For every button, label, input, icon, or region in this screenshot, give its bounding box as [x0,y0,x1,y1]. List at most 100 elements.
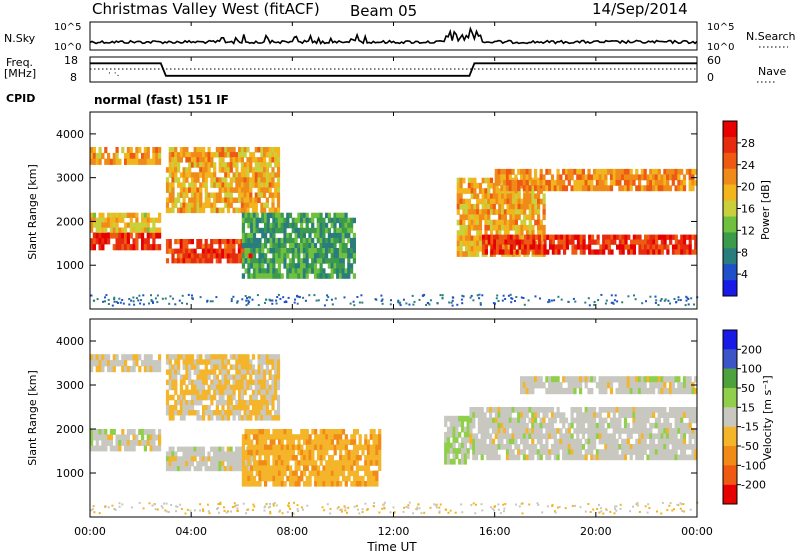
heatmap-cell-region-1 [115,360,119,367]
heatmap-cell-near-range [263,506,266,509]
heatmap-cell-region-6 [497,407,501,413]
heatmap-cell-region-7 [512,244,516,250]
heatmap-cell-region-4 [274,147,278,153]
heatmap-cell-region-4 [193,202,197,209]
heatmap-cell-region-3 [179,389,183,396]
heatmap-cell-region-8 [609,168,614,175]
heatmap-cell-region-7 [548,382,552,389]
heatmap-cell-near-range [528,503,531,506]
heatmap-cell-region-4 [275,470,279,477]
heatmap-cell-near-range [154,297,157,300]
heatmap-cell-region-6 [545,428,549,434]
heatmap-cell-region-5 [316,258,320,264]
heatmap-cell-region-7 [509,234,514,240]
heatmap-cell-region-5 [286,222,290,229]
heatmap-cell-region-4 [240,192,244,198]
heatmap-cell-region-4 [210,162,214,168]
heatmap-cell-region-5 [291,237,295,244]
heatmap-cell-region-6 [674,444,678,450]
heatmap-cell-region-6 [680,428,684,434]
heatmap-cell-region-7 [529,234,533,240]
heatmap-cell-region-4 [330,439,334,445]
heatmap-cell-region-8 [576,185,580,192]
heatmap-cell-region-6 [691,449,695,455]
heatmap-cell-region-2 [158,158,162,165]
heatmap-cell-region-6 [598,454,602,461]
heatmap-cell-region-3 [185,399,189,406]
heatmap-cell-region-4 [179,192,183,198]
heatmap-cell-region-4 [246,162,250,168]
heatmap-cell-region-6 [478,214,483,221]
heatmap-cell-region-7 [635,387,639,395]
heatmap-cell-region-4 [235,182,239,188]
heatmap-cell-near-range [560,298,563,301]
heatmap-cell-near-range [520,502,523,505]
heatmap-cell-region-0 [104,440,108,446]
heatmap-cell-region-3 [224,239,228,245]
heatmap-cell-region-4 [366,439,371,445]
heatmap-cell-region-8 [640,185,644,192]
heatmap-cell-region-5 [275,248,279,254]
heatmap-cell-region-4 [260,152,264,158]
heatmap-cell-near-range [598,503,600,506]
heatmap-cell-region-5 [452,426,456,433]
nsearch-tick-bottom: 10^0 [707,42,734,53]
heatmap-cell-region-4 [235,157,239,163]
heatmap-cell-near-range [649,295,652,298]
heatmap-cell-near-range [321,506,324,509]
heatmap-cell-region-4 [188,157,192,163]
heatmap-cell-region-3 [263,379,267,386]
heatmap-cell-region-4 [272,475,276,482]
heatmap-cell-region-6 [508,454,512,461]
heatmap-cell-region-4 [229,197,233,203]
heatmap-cell-region-5 [269,222,273,229]
x-tick-label: 12:00 [378,525,410,538]
heatmap-cell-near-range [317,299,320,302]
heatmap-cell-region-1 [115,222,119,228]
heatmap-cell-region-8 [623,174,628,181]
heatmap-cell-region-6 [691,417,695,424]
heatmap-cell-near-range [361,508,364,511]
heatmap-cell-region-3 [229,399,233,406]
heatmap-cell-region-1 [146,365,150,373]
heatmap-cell-near-range [334,297,337,300]
heatmap-cell-region-6 [542,417,546,424]
heatmap-cell-region-6 [539,407,543,413]
heatmap-cell-region-4 [232,177,236,183]
heatmap-cell-region-5 [350,222,354,229]
heatmap-cell-region-6 [632,449,636,455]
heatmap-cell-near-range [613,299,616,302]
heatmap-cell-region-7 [630,239,634,245]
heatmap-cell-region-4 [210,157,214,163]
heatmap-cell-region-6 [593,428,597,434]
heatmap-cell-region-4 [353,429,357,435]
heatmap-cell-near-range [361,301,364,304]
heatmap-cell-region-8 [542,185,546,192]
heatmap-cell-region-1 [118,217,122,223]
heatmap-cell-region-6 [520,224,524,231]
heatmap-cell-region-6 [491,417,496,424]
heatmap-cell-region-6 [505,428,510,434]
heatmap-cell-near-range [693,303,695,306]
heatmap-cell-near-range [687,303,690,306]
heatmap-cell-region-6 [465,240,469,247]
heatmap-cell-region-4 [319,460,323,466]
heatmap-cell-region-3 [246,359,250,365]
heatmap-cell-region-6 [500,422,504,429]
heatmap-cell-region-5 [250,227,254,234]
heatmap-cell-region-7 [556,376,560,383]
heatmap-cell-region-3 [229,374,233,380]
heatmap-cell-region-4 [277,481,282,487]
heatmap-cell-region-3 [188,239,192,245]
heatmap-cell-near-range [479,303,482,306]
heatmap-cell-region-3 [185,258,189,264]
heatmap-cell-region-5 [333,243,337,249]
heatmap-cell-region-5 [466,421,470,427]
heatmap-cell-region-8 [666,174,670,181]
heatmap-cell-region-3 [263,374,267,380]
heatmap-cell-region-6 [652,407,656,413]
heatmap-cell-region-6 [579,422,583,429]
heatmap-cell-region-4 [249,187,253,193]
heatmap-cell-region-4 [378,444,382,451]
heatmap-cell-region-7 [540,244,544,250]
